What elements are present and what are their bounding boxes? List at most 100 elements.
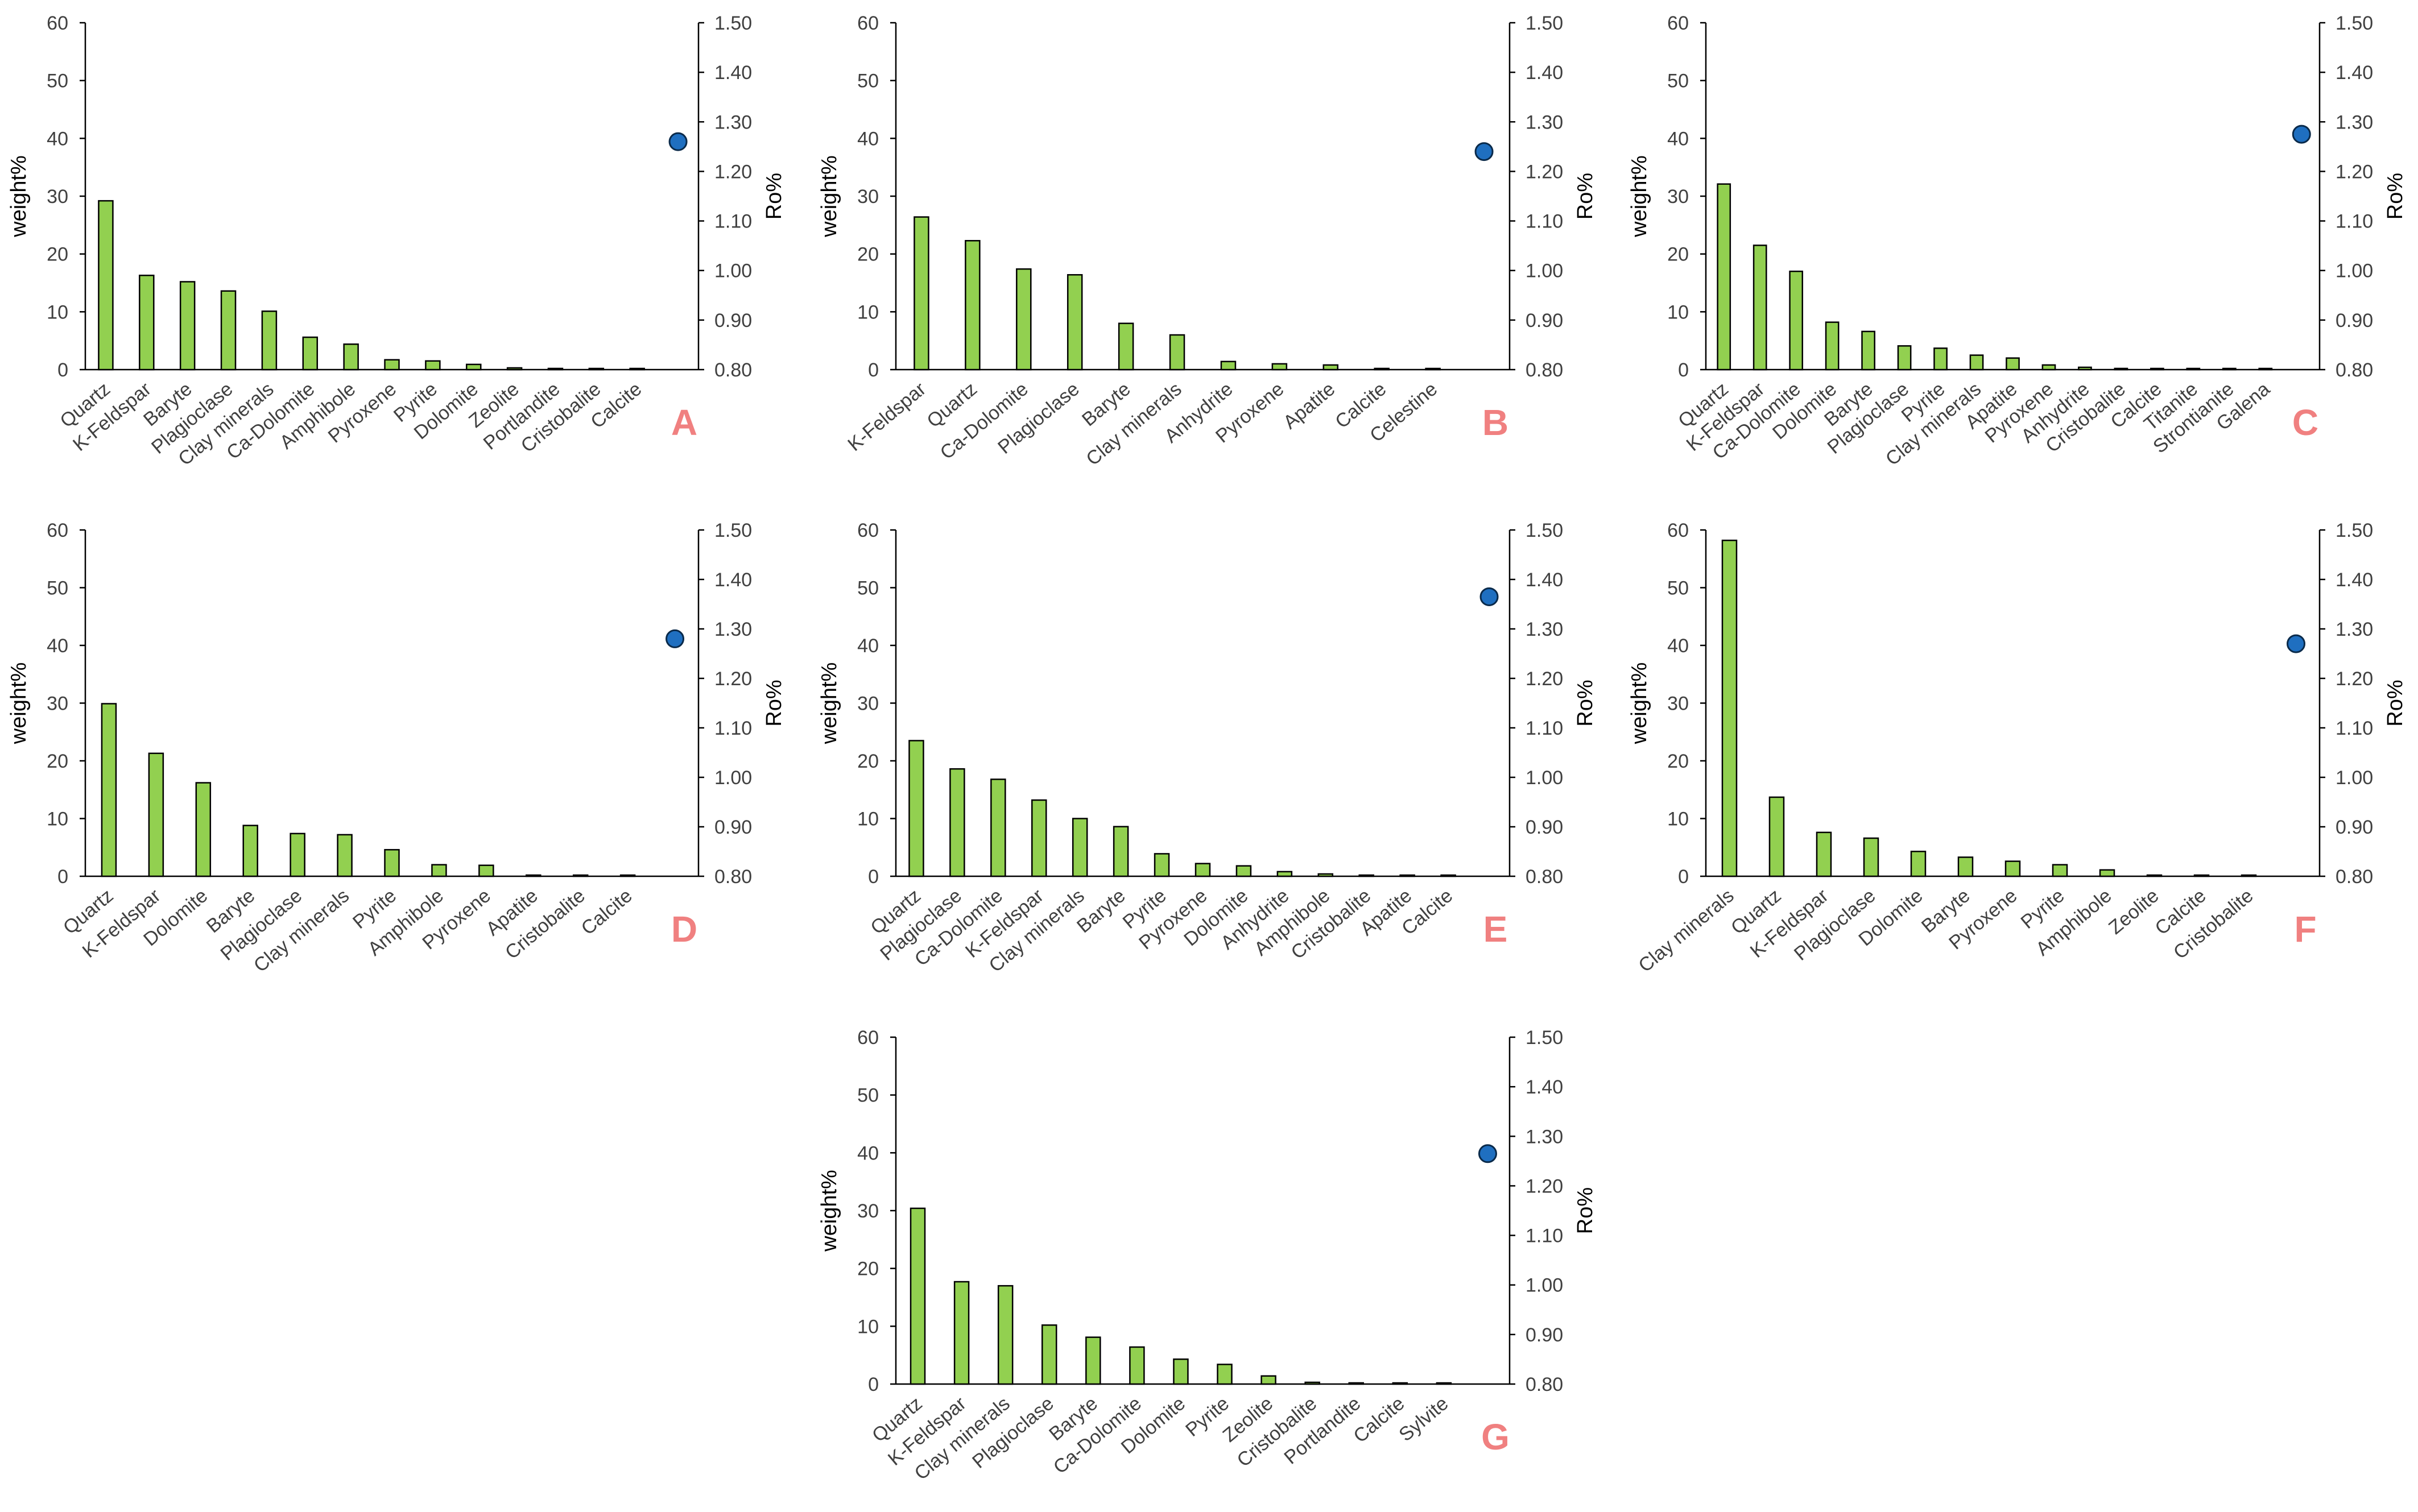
bar-quartz bbox=[908, 740, 924, 877]
panel-letter: B bbox=[1482, 402, 1508, 443]
left-y-tick-label: 50 bbox=[1667, 578, 1689, 599]
left-y-tick-label: 30 bbox=[47, 693, 68, 715]
left-y-tick-label: 0 bbox=[868, 866, 879, 888]
left-y-tick-label: 10 bbox=[857, 1316, 879, 1337]
right-y-tick-label: 1.10 bbox=[1526, 1225, 1563, 1247]
right-y-tick-label: 0.90 bbox=[2336, 817, 2373, 838]
y2-axis-title: Ro% bbox=[762, 173, 786, 219]
x-tick-label: Sylvite bbox=[1395, 1393, 1452, 1445]
y-axis-title: weight% bbox=[817, 662, 841, 745]
right-y-tick-label: 1.50 bbox=[714, 520, 752, 541]
right-y-tick-label: 0.90 bbox=[2336, 310, 2373, 332]
panel-letter: E bbox=[1483, 909, 1508, 950]
bar-clay-minerals bbox=[1072, 818, 1088, 877]
bar-anhydrite bbox=[2078, 366, 2092, 371]
y-axis-title: weight% bbox=[7, 155, 31, 238]
bar-k-feldspar bbox=[139, 275, 155, 371]
bar-clay-minerals bbox=[1169, 334, 1185, 371]
bar-pyroxene bbox=[1194, 863, 1211, 877]
x-tick-label: Apatite bbox=[1279, 378, 1340, 433]
bar-apatite bbox=[1399, 874, 1415, 877]
bar-pyroxene bbox=[2041, 364, 2056, 371]
right-y-tick-label: 0.80 bbox=[1526, 866, 1563, 888]
left-y-tick-label: 40 bbox=[47, 635, 68, 657]
left-y-tick-label: 60 bbox=[47, 520, 68, 541]
bar-plagioclase bbox=[1897, 345, 1912, 371]
bar-clay-minerals bbox=[1721, 540, 1738, 877]
bar-baryte bbox=[242, 825, 258, 877]
bar-quartz bbox=[98, 200, 114, 371]
panel-letter: D bbox=[671, 909, 697, 950]
y2-axis-title: Ro% bbox=[2383, 173, 2407, 219]
left-y-tick-label: 20 bbox=[857, 1258, 879, 1280]
left-y-tick-label: 50 bbox=[857, 71, 879, 92]
bar-portlandite bbox=[1348, 1382, 1364, 1385]
bar-apatite bbox=[526, 874, 542, 877]
right-y-tick-label: 1.20 bbox=[714, 161, 752, 183]
bar-titanite bbox=[2186, 367, 2201, 371]
chart-panel-b: 0 10 20 30 40 50 60 0.80 0.90 1.00 1.10 1.20 1.30 1.4… bbox=[817, 13, 1597, 470]
left-y-tick-label: 10 bbox=[857, 809, 879, 830]
y-axis-title: weight% bbox=[817, 1170, 841, 1252]
right-y-tick-label: 1.30 bbox=[1526, 1126, 1563, 1148]
y2-axis-title: Ro% bbox=[762, 680, 786, 726]
bar-portlandite bbox=[547, 367, 564, 371]
left-y-tick-label: 30 bbox=[1667, 693, 1689, 715]
panel-letter: G bbox=[1481, 1416, 1510, 1457]
bar-dolomite bbox=[1910, 851, 1927, 877]
bar-k-feldspar bbox=[1031, 799, 1047, 877]
right-y-tick-label: 1.50 bbox=[714, 13, 752, 34]
right-y-tick-label: 1.50 bbox=[1526, 13, 1563, 34]
panel-letter: A bbox=[671, 402, 697, 443]
left-y-tick-label: 50 bbox=[1667, 71, 1689, 92]
bar-k-feldspar bbox=[1816, 831, 1832, 877]
x-tick-label: Zeolite bbox=[2105, 885, 2163, 939]
right-y-tick-label: 1.20 bbox=[1526, 1175, 1563, 1197]
right-y-tick-label: 1.00 bbox=[714, 767, 752, 789]
bar-baryte bbox=[1085, 1336, 1101, 1385]
left-y-tick-label: 0 bbox=[57, 866, 68, 888]
right-y-tick-label: 1.20 bbox=[2336, 161, 2373, 183]
left-y-tick-label: 40 bbox=[47, 128, 68, 150]
right-y-tick-label: 0.80 bbox=[714, 359, 752, 381]
left-y-tick-label: 40 bbox=[1667, 128, 1689, 150]
right-y-tick-label: 1.10 bbox=[2336, 211, 2373, 233]
left-y-tick-label: 60 bbox=[857, 13, 879, 34]
bar-quartz bbox=[1717, 183, 1731, 371]
left-y-tick-label: 50 bbox=[857, 578, 879, 599]
bar-dolomite bbox=[195, 782, 212, 877]
y2-axis-title: Ro% bbox=[2383, 680, 2407, 726]
bar-galena bbox=[2258, 367, 2273, 371]
chart-panel-e: 0 10 20 30 40 50 60 0.80 0.90 1.00 1.10 1.20 1.30 1.4… bbox=[817, 520, 1597, 977]
bar-clay-minerals bbox=[997, 1285, 1014, 1385]
bar-pyrite bbox=[384, 849, 400, 877]
left-y-tick-label: 30 bbox=[47, 186, 68, 208]
bar-celestine bbox=[1425, 367, 1441, 371]
right-y-tick-label: 0.90 bbox=[1526, 1324, 1563, 1346]
left-y-tick-label: 50 bbox=[47, 71, 68, 92]
left-y-tick-label: 0 bbox=[868, 1374, 879, 1395]
bar-ca-dolomite bbox=[990, 778, 1006, 877]
right-y-tick-label: 0.90 bbox=[1526, 817, 1563, 838]
bar-baryte bbox=[1861, 330, 1875, 371]
y-axis-title: weight% bbox=[817, 155, 841, 238]
left-y-tick-label: 30 bbox=[857, 693, 879, 715]
bar-sylvite bbox=[1436, 1382, 1452, 1385]
bar-cristobalite bbox=[572, 874, 589, 877]
right-y-tick-label: 1.10 bbox=[714, 211, 752, 233]
bar-plagioclase bbox=[290, 832, 305, 877]
left-y-tick-label: 0 bbox=[1678, 866, 1689, 888]
bar-quartz bbox=[910, 1207, 926, 1385]
right-y-tick-label: 1.40 bbox=[1526, 1076, 1563, 1098]
bar-cristobalite bbox=[2241, 874, 2257, 877]
left-y-tick-label: 40 bbox=[857, 128, 879, 150]
right-y-tick-label: 1.20 bbox=[1526, 161, 1563, 183]
bar-k-feldspar bbox=[148, 752, 164, 877]
left-y-tick-label: 10 bbox=[47, 301, 68, 323]
left-y-tick-label: 20 bbox=[857, 751, 879, 772]
bar-zeolite bbox=[2146, 874, 2163, 877]
right-y-tick-label: 1.20 bbox=[2336, 668, 2373, 690]
right-y-tick-label: 1.00 bbox=[2336, 767, 2373, 789]
left-y-tick-label: 60 bbox=[857, 520, 879, 541]
